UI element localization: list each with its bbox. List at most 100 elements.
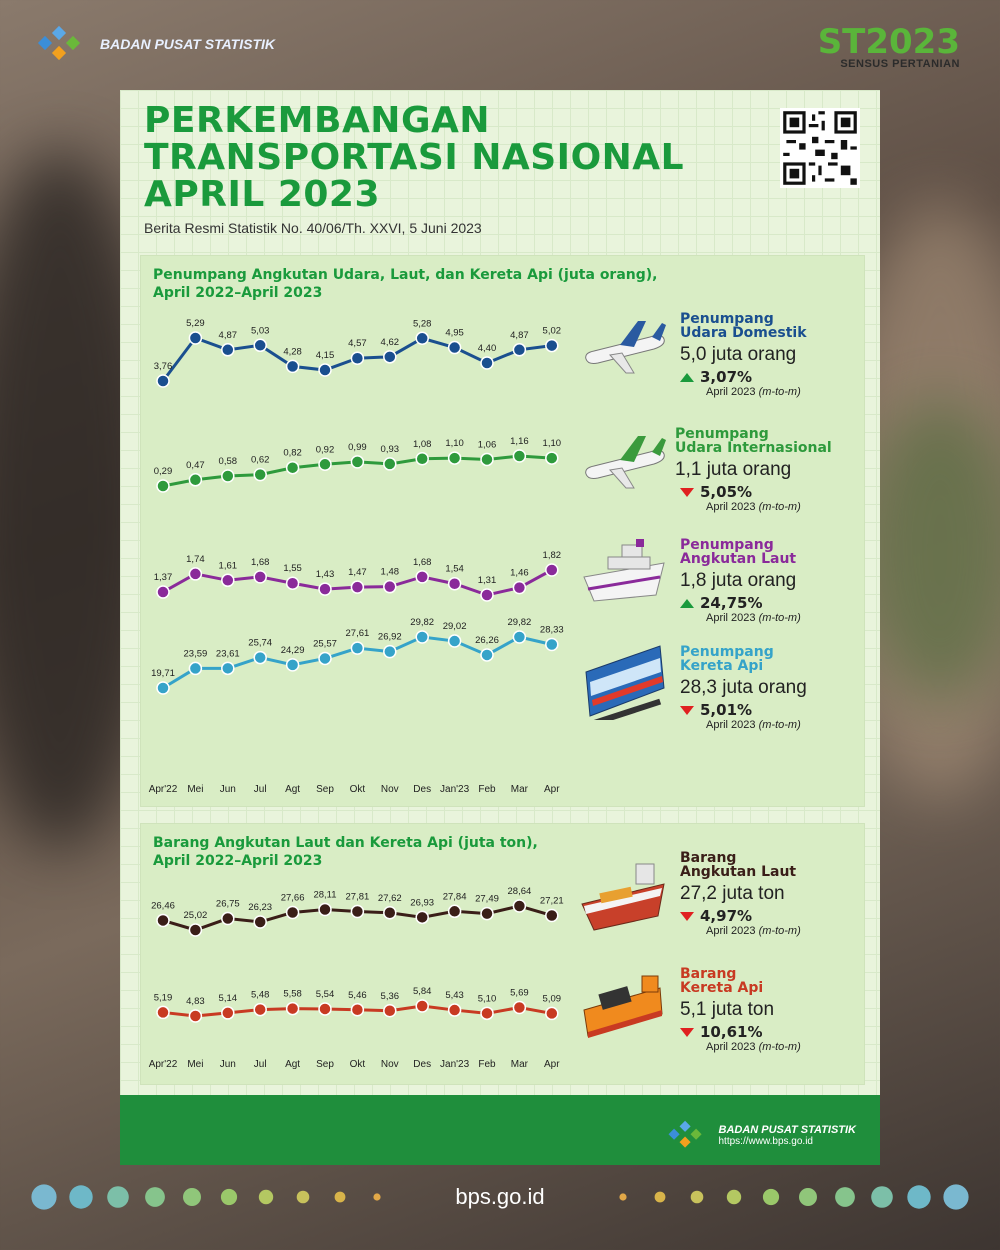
data-point xyxy=(545,908,559,923)
data-label: 5,58 xyxy=(283,989,302,1000)
census-logo-text: ST2023 xyxy=(817,22,960,62)
decorative-dot xyxy=(799,1188,817,1206)
data-label: 0,93 xyxy=(381,444,400,455)
card-period-label: April 2023 xyxy=(706,612,756,624)
card-period-note: (m-to-m) xyxy=(758,925,801,937)
decorative-dot xyxy=(183,1188,201,1206)
data-label: 0,62 xyxy=(251,455,270,466)
card-label-line-1: Penumpang xyxy=(680,537,774,553)
data-point xyxy=(415,630,429,644)
data-point xyxy=(253,1002,267,1017)
data-point xyxy=(383,644,397,659)
data-label: 1,48 xyxy=(381,567,400,578)
card-value: 28,3 juta orang xyxy=(680,677,807,698)
data-label: 5,28 xyxy=(413,318,432,329)
footer-bar: BADAN PUSAT STATISTIK https://www.bps.go… xyxy=(120,1095,880,1165)
census-logo: ST2023 SENSUS PERTANIAN xyxy=(817,22,960,70)
data-label: 26,46 xyxy=(151,900,175,911)
data-point xyxy=(156,585,170,599)
card-change: 10,61% xyxy=(680,1023,801,1041)
data-label: 4,28 xyxy=(283,346,302,357)
card-label: Penumpang Angkutan Laut xyxy=(680,538,801,566)
data-label: 28,64 xyxy=(508,886,532,897)
data-label: 1,54 xyxy=(445,564,464,575)
decorative-dots xyxy=(31,1184,969,1210)
decorative-dot xyxy=(334,1191,346,1203)
x-tick-label: Mar xyxy=(511,784,529,795)
bps-logo-icon xyxy=(37,25,81,61)
data-label: 4,40 xyxy=(478,343,497,354)
data-label: 25,02 xyxy=(184,910,208,921)
data-point xyxy=(156,913,170,928)
x-tick-label: Apr'22 xyxy=(149,1059,178,1070)
data-label: 1,16 xyxy=(510,436,529,447)
data-point xyxy=(221,343,235,357)
data-label: 0,29 xyxy=(154,466,173,477)
data-point xyxy=(480,588,494,602)
decorative-dot xyxy=(107,1186,129,1208)
passenger-title-line-2: April 2022–April 2023 xyxy=(153,285,323,301)
card-period-note: (m-to-m) xyxy=(758,1041,801,1053)
data-label: 0,58 xyxy=(219,456,238,467)
data-point xyxy=(447,451,462,465)
data-point xyxy=(253,915,267,929)
data-point xyxy=(221,573,235,588)
data-label: 23,61 xyxy=(216,648,240,659)
data-point xyxy=(415,331,429,346)
card-label-line-2: Angkutan Laut xyxy=(680,551,797,567)
passenger-title-line-1: Penumpang Angkutan Udara, Laut, dan Kere… xyxy=(153,267,658,283)
card-change-value: 5,05% xyxy=(700,483,753,501)
census-name: SENSUS PERTANIAN xyxy=(840,58,960,70)
site-url[interactable]: bps.go.id xyxy=(455,1184,545,1209)
card-period-label: April 2023 xyxy=(706,501,756,513)
footer-url[interactable]: https://www.bps.go.id xyxy=(718,1135,814,1147)
down-arrow-icon xyxy=(680,1027,694,1037)
passenger-panel-title: Penumpang Angkutan Udara, Laut, dan Kere… xyxy=(153,266,658,302)
card-value: 27,2 juta ton xyxy=(680,883,785,904)
data-point xyxy=(156,479,170,493)
card-period-label: April 2023 xyxy=(706,925,756,937)
card-period-label: April 2023 xyxy=(706,719,756,731)
data-point xyxy=(221,911,235,926)
data-label: 1,61 xyxy=(219,560,238,571)
data-label: 5,48 xyxy=(251,990,270,1001)
card-kereta-api: Penumpang Kereta Api 28,3 juta orang 5,01… xyxy=(680,645,807,731)
data-label: 26,93 xyxy=(410,897,434,908)
data-label: 1,46 xyxy=(510,568,529,579)
data-label: 27,84 xyxy=(443,891,467,902)
data-point xyxy=(188,661,203,676)
data-label: 5,19 xyxy=(154,992,173,1003)
bps-logo-icon xyxy=(668,1120,702,1148)
infographic-card: PERKEMBANGAN TRANSPORTASI NASIONAL APRIL… xyxy=(120,90,880,1165)
x-tick-label: Agt xyxy=(285,784,300,795)
x-tick-label: Okt xyxy=(350,1059,366,1070)
data-label: 29,82 xyxy=(410,617,434,628)
data-label: 1,31 xyxy=(478,575,497,586)
data-label: 5,14 xyxy=(219,993,238,1004)
card-period: April 2023 (m-to-m) xyxy=(706,501,832,513)
data-point xyxy=(480,648,494,662)
data-label: 5,43 xyxy=(445,990,464,1001)
card-value: 1,1 juta orang xyxy=(675,459,792,480)
x-tick-label: Feb xyxy=(478,784,496,795)
data-label: 1,08 xyxy=(413,439,432,450)
cargo-panel: Barang Angkutan Laut dan Kereta Api (jut… xyxy=(140,823,865,1085)
data-point xyxy=(188,331,203,345)
decorative-dot xyxy=(258,1189,274,1205)
card-label-line-2: Udara Internasional xyxy=(675,440,832,456)
data-label: 4,87 xyxy=(510,330,529,341)
x-tick-label: Jul xyxy=(254,1059,267,1070)
data-point xyxy=(350,641,365,655)
up-arrow-icon xyxy=(680,598,694,608)
data-label: 5,69 xyxy=(510,987,529,998)
data-label: 5,02 xyxy=(543,326,562,337)
data-point xyxy=(318,457,332,472)
card-change-value: 10,61% xyxy=(700,1023,763,1041)
card-label-line-1: Penumpang xyxy=(680,644,774,660)
data-point xyxy=(188,473,203,487)
data-label: 26,75 xyxy=(216,899,240,910)
data-point xyxy=(512,1000,527,1015)
freight-train-icon xyxy=(583,975,663,1038)
card-change-value: 24,75% xyxy=(700,594,763,612)
train-icon xyxy=(585,645,665,720)
